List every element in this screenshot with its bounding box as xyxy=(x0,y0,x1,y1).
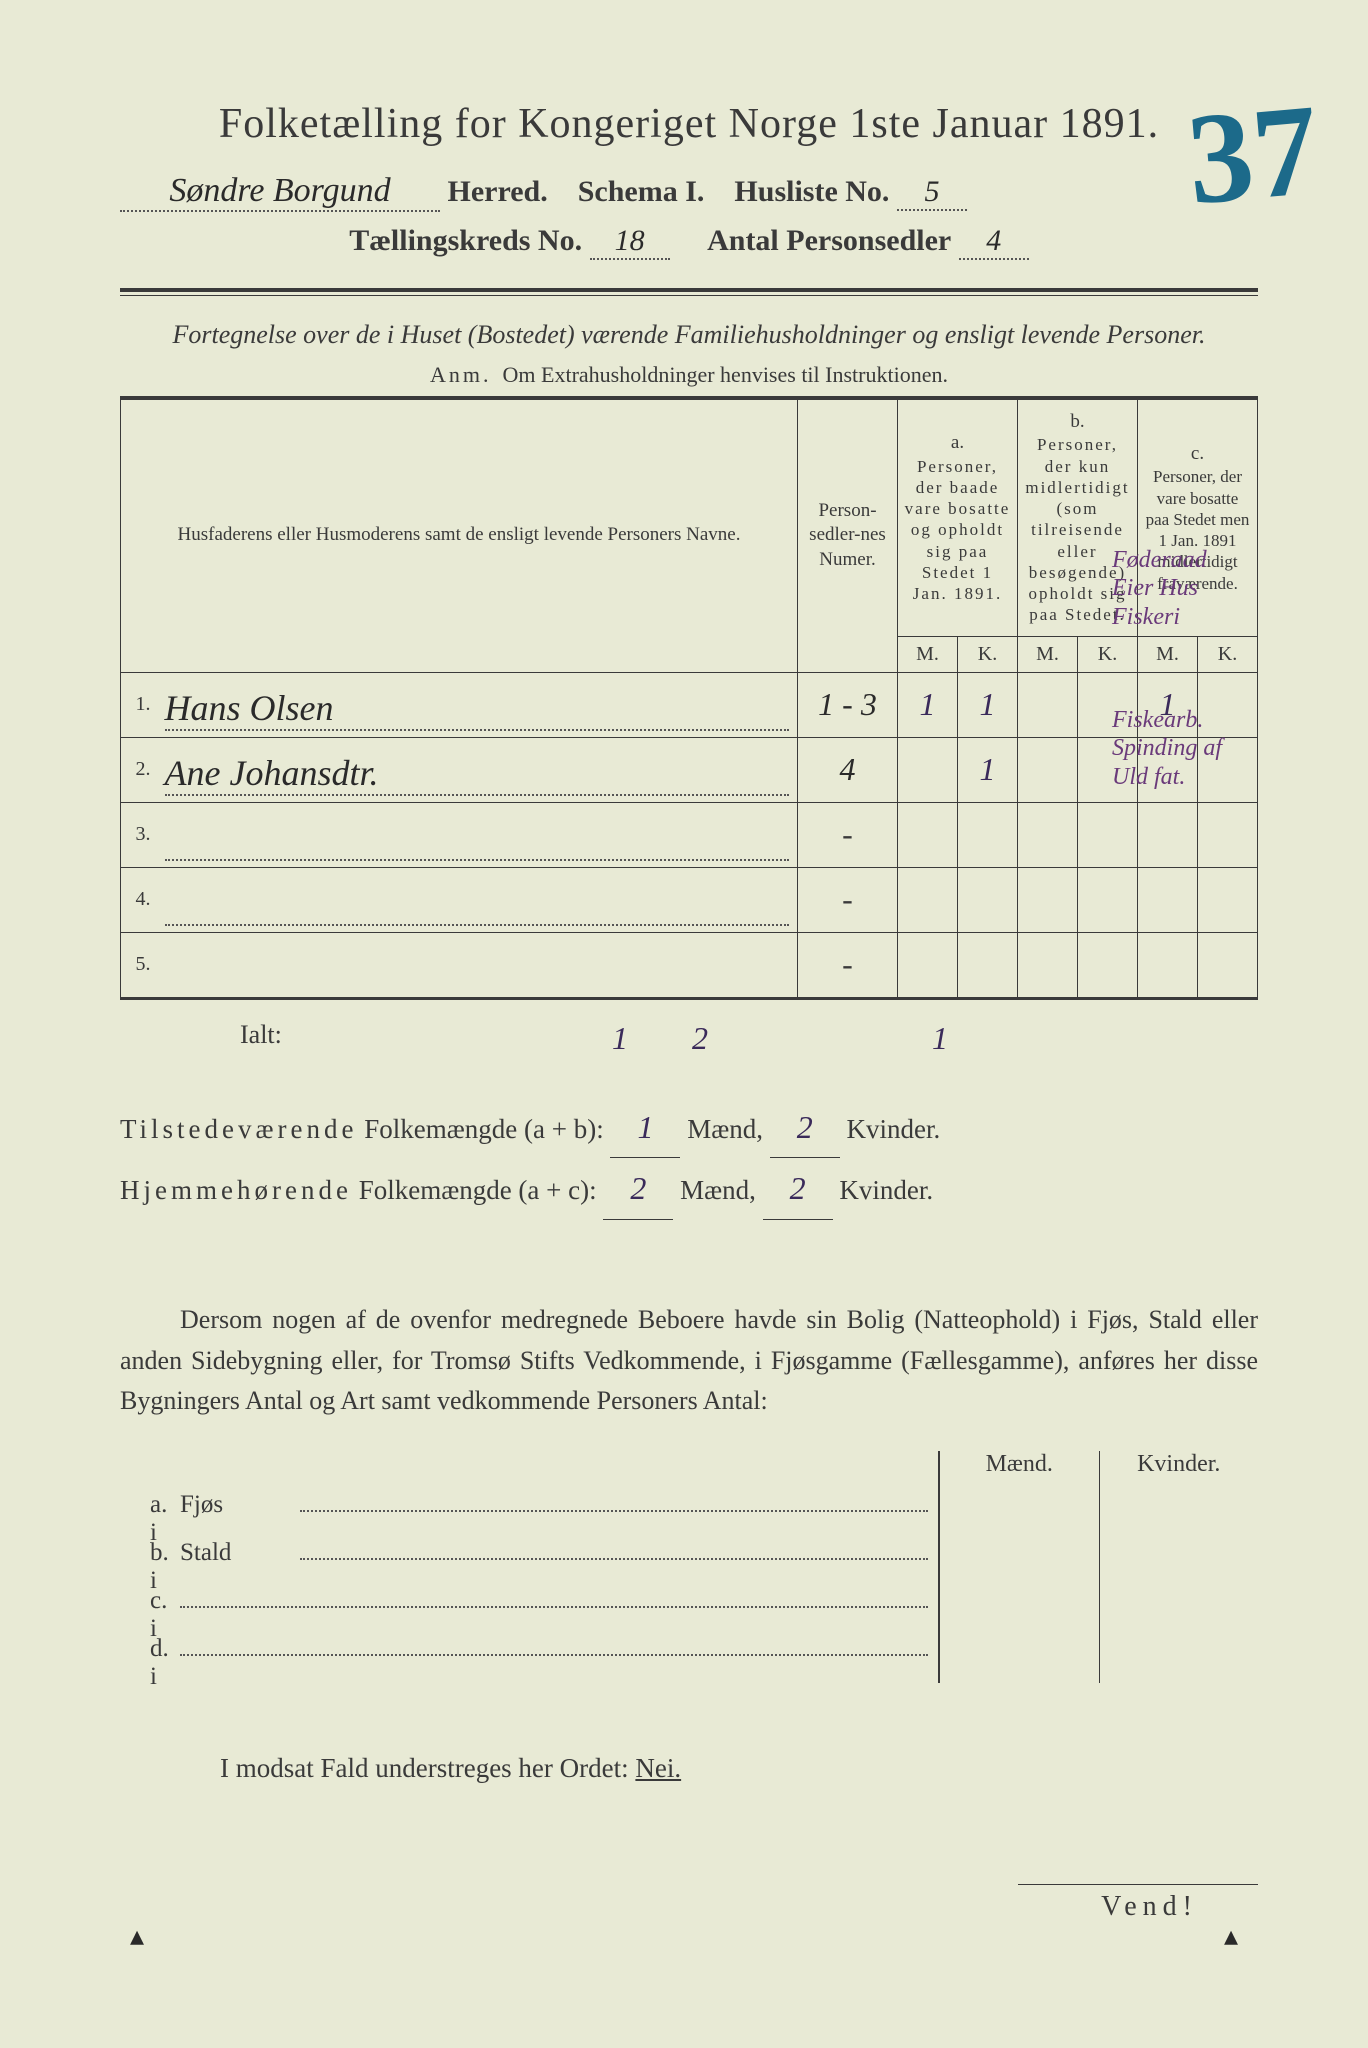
col-b-m: M. xyxy=(1018,636,1078,672)
list-item: d. i xyxy=(120,1635,938,1683)
fjøs-paragraph: Dersom nogen af de ovenfor medregnede Be… xyxy=(120,1300,1258,1421)
vend-label: Vend! xyxy=(120,1891,1258,1923)
page-stamp-number: 37 xyxy=(1182,75,1325,236)
antal-label: Antal Personsedler xyxy=(707,224,951,257)
ialt-row: Ialt: 1 2 1 xyxy=(120,1020,1258,1057)
col-c-m: M. xyxy=(1138,636,1198,672)
header-line-herred: Søndre Borgund Herred. Schema I. Huslist… xyxy=(120,172,1258,212)
table-row: 2. Ane Johansdtr. 4 1 xyxy=(121,737,1258,802)
antal-value: 4 xyxy=(959,224,1029,260)
table-row: 1. Hans Olsen 1 - 3 1 1 1 xyxy=(121,672,1258,737)
census-table: Husfaderens eller Husmoderens samt de en… xyxy=(120,396,1258,1000)
bottom-right: Mænd. Kvinder. xyxy=(938,1451,1258,1683)
numer-1: 1 - 3 xyxy=(798,672,898,737)
list-item: a. i Fjøs xyxy=(120,1491,938,1539)
bottom-grid: a. i Fjøs b. i Stald c. i d. i Mænd. Kvi… xyxy=(120,1451,1258,1683)
schema-label: Schema I. xyxy=(578,175,705,208)
husliste-value: 5 xyxy=(897,175,967,211)
col-b-k: K. xyxy=(1078,636,1138,672)
list-item: c. i xyxy=(120,1587,938,1635)
table-wrapper: Føderaad Eier Hus Fiskeri Fiskearb. Spin… xyxy=(120,396,1258,1000)
tick-mark-icon: ▴ xyxy=(130,1919,144,1953)
kreds-value: 18 xyxy=(590,224,670,260)
col-c-k: K. xyxy=(1198,636,1258,672)
herred-label: Herred. xyxy=(448,175,548,208)
ialt-label: Ialt: xyxy=(120,1020,440,1057)
numer-2: 4 xyxy=(798,737,898,802)
col-maend: Mænd. xyxy=(940,1451,1100,1683)
herred-value: Søndre Borgund xyxy=(120,172,440,212)
husliste-label: Husliste No. xyxy=(734,175,889,208)
tick-mark-icon: ▴ xyxy=(1224,1919,1238,1953)
kreds-label: Tællingskreds No. xyxy=(349,224,582,257)
census-form-page: 37 Folketælling for Kongeriget Norge 1st… xyxy=(0,0,1368,1983)
col-a-k: K. xyxy=(958,636,1018,672)
margin-note-1: Føderaad Eier Hus Fiskeri xyxy=(1112,546,1252,632)
anm-line: Anm. Om Extrahusholdninger henvises til … xyxy=(120,362,1258,388)
header-line-kreds: Tællingskreds No. 18 Antal Personsedler … xyxy=(120,224,1258,260)
col-a: a. Personer, der baade vare bosatte og o… xyxy=(898,398,1018,636)
form-title: Folketælling for Kongeriget Norge 1ste J… xyxy=(120,100,1258,148)
table-row: 4. - xyxy=(121,867,1258,932)
nei-line: I modsat Fald understreges her Ordet: Ne… xyxy=(120,1753,1258,1784)
summary-line-1: Tilstedeværende Folkemængde (a + b): 1 M… xyxy=(120,1097,1258,1159)
col-a-m: M. xyxy=(898,636,958,672)
summary-block: Tilstedeværende Folkemængde (a + b): 1 M… xyxy=(120,1097,1258,1221)
col-name: Husfaderens eller Husmoderens samt de en… xyxy=(121,398,798,672)
form-subtitle: Fortegnelse over de i Huset (Bostedet) v… xyxy=(120,316,1258,354)
table-row: 3. - xyxy=(121,802,1258,867)
bottom-left: a. i Fjøs b. i Stald c. i d. i xyxy=(120,1451,938,1683)
col-numer: Person-sedler-nes Numer. xyxy=(798,398,898,672)
anm-text: Om Extrahusholdninger henvises til Instr… xyxy=(503,362,948,387)
summary-line-2: Hjemmehørende Folkemængde (a + c): 2 Mæn… xyxy=(120,1158,1258,1220)
table-row: 5. - xyxy=(121,932,1258,998)
name-1: Hans Olsen xyxy=(165,679,790,731)
rule-divider xyxy=(120,288,1258,296)
list-item: b. i Stald xyxy=(120,1539,938,1587)
margin-note-2: Fiskearb. Spinding af Uld fat. xyxy=(1112,706,1252,792)
footer-rule xyxy=(1018,1884,1258,1885)
anm-prefix: Anm. xyxy=(430,362,492,387)
name-2: Ane Johansdtr. xyxy=(165,744,790,796)
col-kvinder: Kvinder. xyxy=(1100,1451,1259,1683)
